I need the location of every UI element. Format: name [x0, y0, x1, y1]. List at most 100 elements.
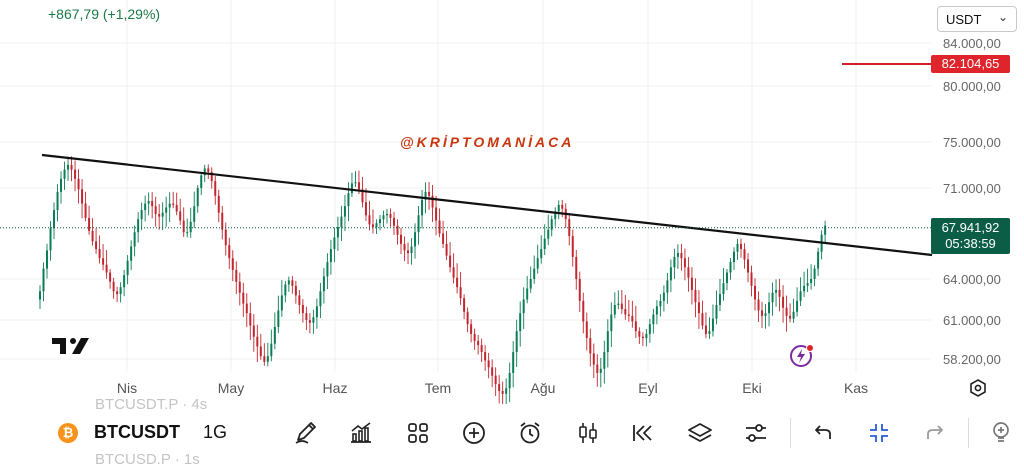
candle: [109, 269, 112, 289]
price-chart[interactable]: 84.000,00 80.000,00 75.000,00 71.000,00 64.0…: [0, 0, 1024, 404]
candle: [259, 333, 262, 360]
symbol-button[interactable]: BTCUSDT: [94, 422, 180, 442]
candle: [88, 205, 91, 235]
candle: [729, 258, 732, 280]
candle: [575, 250, 578, 290]
candle: [336, 216, 339, 251]
candle: [564, 203, 567, 228]
candle: [592, 343, 595, 378]
candle: [417, 205, 420, 245]
candle: [172, 191, 175, 209]
candle: [154, 196, 157, 227]
idea-bulb-icon[interactable]: [988, 420, 1014, 446]
layout-grid-icon[interactable]: [405, 420, 431, 446]
candle: [63, 161, 66, 190]
candle: [291, 276, 294, 294]
chart-area[interactable]: 84.000,00 80.000,00 75.000,00 71.000,00 64.0…: [0, 0, 1024, 404]
settings-sliders-icon[interactable]: [743, 420, 769, 446]
trendline[interactable]: [41, 153, 933, 257]
watermark-text: @KRİPTOMANİACA: [400, 134, 575, 150]
price-tick-label: 61.000,00: [943, 313, 1001, 328]
candle: [747, 253, 750, 283]
candle: [189, 207, 192, 238]
candles-icon[interactable]: [575, 420, 601, 446]
candle: [662, 285, 665, 312]
lightning-icon[interactable]: [789, 343, 815, 369]
collapse-icon[interactable]: [866, 420, 892, 446]
redo-icon[interactable]: [922, 420, 948, 446]
candle: [315, 298, 318, 329]
candle: [697, 290, 700, 329]
layers-icon[interactable]: [687, 420, 713, 446]
candle: [284, 281, 287, 303]
interval-button[interactable]: 1G: [203, 422, 228, 442]
candle: [456, 263, 459, 294]
last-price-tag[interactable]: 67.941,92 05:38:59: [931, 218, 1010, 254]
candle: [480, 338, 483, 362]
price-axis[interactable]: 84.000,00 80.000,00 75.000,00 71.000,00 64.0…: [943, 36, 1001, 367]
candle: [641, 332, 644, 346]
candle: [182, 207, 185, 237]
candle: [708, 317, 711, 339]
candle: [287, 276, 290, 292]
candle: [378, 215, 381, 231]
month-tick-label: May: [218, 380, 244, 396]
alarm-clock-icon[interactable]: [517, 420, 543, 446]
month-tick-label: Eki: [742, 380, 761, 396]
pen-icon[interactable]: [293, 420, 319, 446]
alert-price-tag[interactable]: 82.104,65: [931, 55, 1010, 73]
candle: [116, 286, 119, 302]
candle: [536, 244, 539, 274]
candle: [361, 177, 364, 208]
target-settings-icon[interactable]: [968, 378, 988, 398]
price-tick-label: 64.000,00: [943, 272, 1001, 287]
candle: [771, 282, 774, 316]
toolbar-divider: [968, 418, 969, 448]
candle: [435, 195, 438, 236]
price-tick-label: 71.000,00: [943, 181, 1001, 196]
candles: [39, 156, 827, 404]
candle: [301, 299, 304, 323]
candle: [648, 318, 651, 343]
plus-circle-icon[interactable]: [461, 420, 487, 446]
candle: [627, 299, 630, 322]
candle: [256, 324, 259, 363]
candle: [606, 319, 609, 368]
indicators-icon[interactable]: [348, 420, 374, 446]
price-tick-label: 84.000,00: [943, 36, 1001, 51]
month-tick-label: Haz: [323, 380, 348, 396]
candle: [676, 244, 679, 269]
replay-rewind-icon[interactable]: [630, 420, 656, 446]
candle: [533, 255, 536, 284]
candle: [722, 268, 725, 301]
candle: [95, 228, 98, 254]
candle: [624, 294, 627, 320]
candle: [39, 285, 41, 309]
candle: [343, 194, 346, 232]
candle: [526, 276, 529, 304]
candle: [550, 215, 553, 237]
candle: [130, 240, 133, 271]
candle: [294, 280, 297, 304]
candle: [613, 292, 616, 319]
undo-icon[interactable]: [810, 420, 836, 446]
candle: [512, 341, 515, 388]
candle: [231, 250, 234, 282]
candle: [813, 265, 816, 287]
candle: [694, 278, 697, 318]
candle: [610, 302, 613, 348]
candle: [298, 289, 301, 314]
candle: [715, 290, 718, 325]
candle: [452, 253, 455, 284]
candle: [754, 278, 757, 311]
month-tick-label: Kas: [844, 380, 868, 396]
candle: [757, 291, 760, 323]
candle: [396, 219, 399, 245]
candle: [824, 220, 827, 243]
candle: [333, 227, 336, 263]
currency-select[interactable]: USDT ⌄: [937, 6, 1017, 32]
candle: [123, 269, 126, 297]
candle: [743, 243, 746, 269]
time-axis[interactable]: Nis May Haz Tem Ağu Eyl Eki Kas: [117, 380, 868, 396]
candle: [403, 236, 406, 262]
